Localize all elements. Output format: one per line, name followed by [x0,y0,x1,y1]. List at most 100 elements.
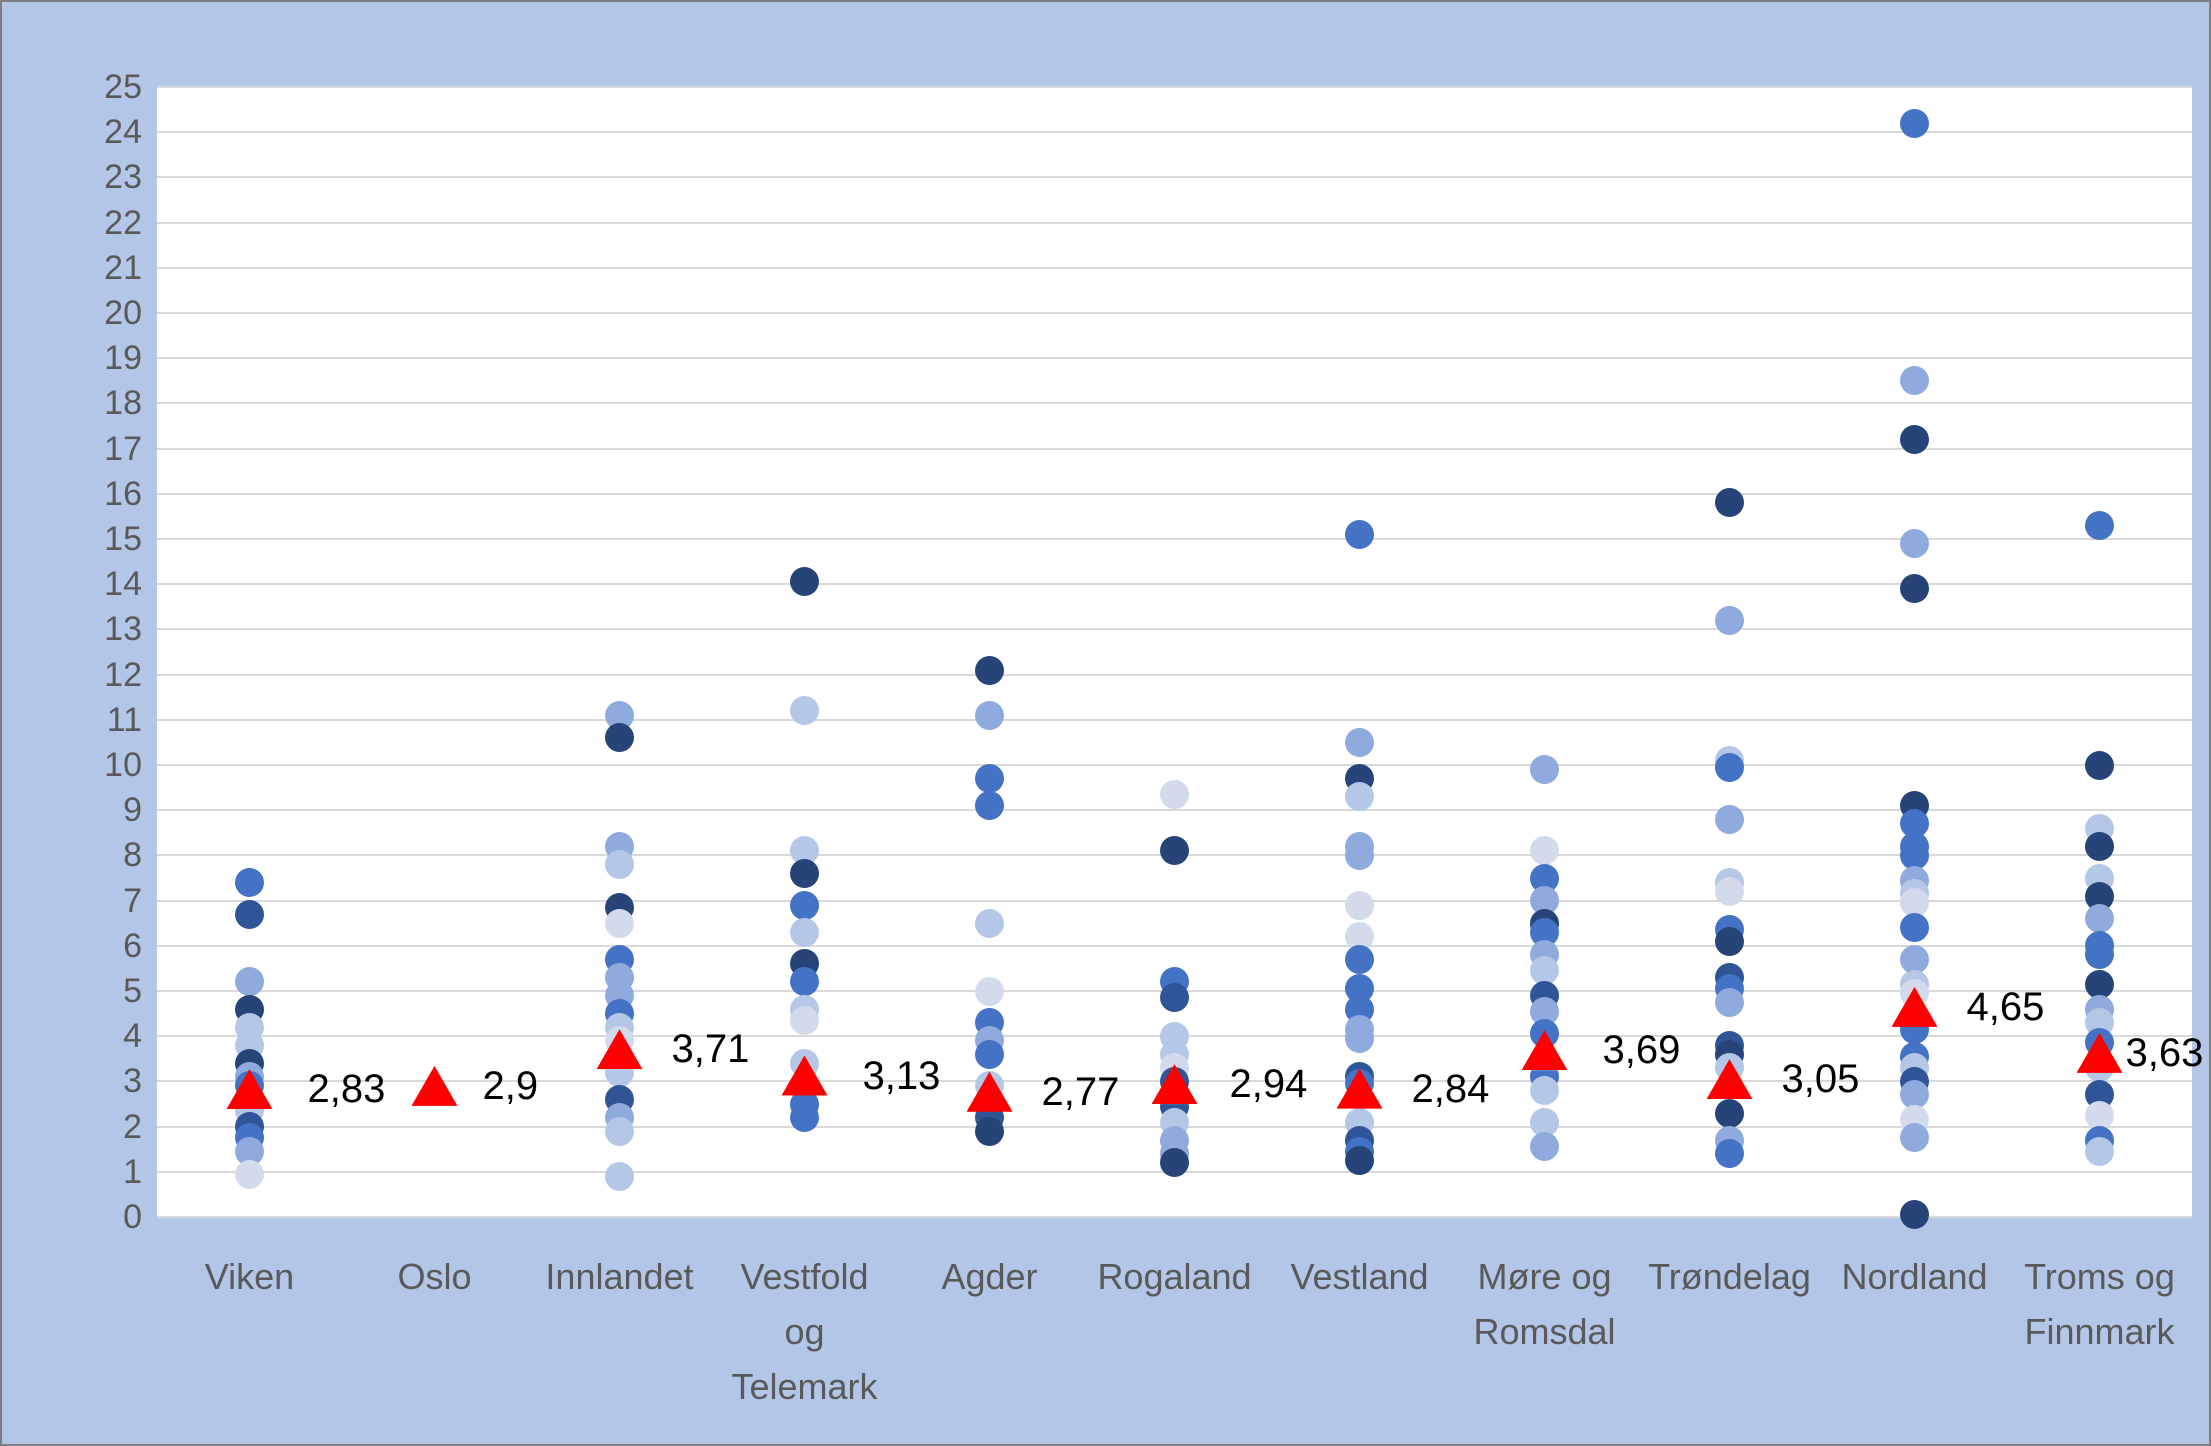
gridline-y7 [157,899,2192,902]
data-point [1345,840,1374,870]
data-point [2085,510,2114,540]
gridline-y25 [157,86,2192,88]
y-tick-label: 24 [104,113,142,152]
y-tick-label: 19 [104,339,142,378]
data-point [1900,425,1929,455]
data-point [605,908,634,938]
y-tick-label: 25 [104,68,142,106]
data-point [2085,940,2114,970]
mean-value-label: 2,77 [1041,1069,1120,1114]
y-tick-label: 4 [123,1017,142,1056]
data-point [1715,752,1744,782]
gridline-y12 [157,673,2192,676]
x-axis-label-line: Telemark [731,1366,878,1407]
y-tick-label: 11 [106,700,142,739]
data-point [1900,1123,1929,1153]
gridline-y15 [157,538,2192,540]
data-point [975,655,1004,685]
x-axis-label-tr-ndelag: Trøndelag [1637,1249,1822,1304]
gridline-y17 [157,447,2192,450]
gridline-y16 [157,492,2192,495]
data-point [1530,1132,1559,1162]
x-axis-label-line: Troms og [2024,1256,2175,1297]
data-point [1900,888,1929,918]
mean-value-label: 3,05 [1781,1057,1860,1102]
mean-value-label: 2,94 [1229,1062,1308,1107]
gridline-y6 [157,944,2192,947]
x-axis-label-line: Oslo [397,1256,472,1297]
data-point [975,908,1004,938]
data-point [1530,1075,1559,1105]
mean-value-label: 2,83 [307,1067,386,1112]
mean-marker-triangle [781,1055,828,1096]
gridline-y24 [157,131,2192,134]
data-point [975,764,1004,794]
x-axis-label-line: Nordland [1841,1256,1988,1297]
data-point [1530,836,1559,866]
y-tick-label: 6 [123,926,142,965]
data-point [1900,574,1929,604]
mean-marker-triangle [1706,1059,1753,1100]
x-axis-label-line: Finnmark [2024,1311,2175,1352]
mean-value-label: 2,9 [482,1063,539,1108]
x-axis-label-agder: Agder [897,1249,1082,1304]
y-tick-label: 10 [104,746,142,784]
x-axis-label-innlandet: Innlandet [527,1249,712,1304]
mean-marker-triangle [1336,1068,1383,1109]
data-point [975,1039,1004,1069]
x-axis-label-line: Innlandet [545,1256,694,1297]
data-point [1900,366,1929,396]
x-axis-label-line: Vestland [1290,1256,1429,1297]
data-point [1900,840,1929,870]
y-tick-label: 7 [123,881,142,920]
data-point [1900,1080,1929,1110]
y-tick-label: 18 [104,384,142,423]
mean-marker-triangle [1891,986,1938,1027]
data-point [1715,488,1744,518]
data-point [790,1005,819,1035]
x-axis-label-line: Agder [941,1256,1038,1297]
data-point [605,849,634,879]
mean-value-label: 4,65 [1966,984,2045,1029]
data-point [975,700,1004,730]
data-point [1160,1148,1189,1178]
data-point [1345,944,1374,974]
y-tick-label: 22 [104,203,142,242]
gridline-y21 [157,266,2192,269]
y-tick-label: 20 [104,294,142,332]
data-point [790,696,819,726]
data-point [605,1116,634,1146]
data-point [1715,605,1744,635]
data-point [235,967,264,997]
data-point [605,723,634,753]
data-point [2085,1100,2114,1130]
x-axis-label-line: Trøndelag [1648,1256,1811,1297]
data-point [790,858,819,888]
data-point [1345,890,1374,920]
data-point [1900,913,1929,943]
mean-value-label: 3,71 [671,1027,750,1072]
y-tick-label: 0 [123,1198,142,1236]
gridline-y13 [157,628,2192,631]
data-point [1160,779,1189,809]
mean-value-label: 3,63 [2125,1030,2204,1075]
mean-value-label: 3,69 [1602,1028,1681,1073]
y-tick-label: 17 [104,429,142,468]
data-point [1715,926,1744,956]
data-point [790,890,819,920]
data-point [1345,519,1374,549]
x-axis-label-line: Vestfold [740,1256,869,1297]
data-point [1715,987,1744,1017]
data-point [2085,750,2114,780]
mean-marker-triangle [226,1069,273,1110]
x-axis-label-m-re-og-romsdal: Møre og Romsdal [1452,1249,1637,1359]
mean-value-label: 2,84 [1411,1066,1490,1111]
gridline-y14 [157,583,2192,586]
x-axis-label-vestland: Vestland [1267,1249,1452,1304]
data-point [1530,956,1559,986]
x-axis-label-oslo: Oslo [342,1249,527,1304]
x-axis-label-line: Romsdal [1473,1311,1616,1352]
gridline-y22 [157,221,2192,224]
x-axis-label-viken: Viken [157,1249,342,1304]
data-point [790,1103,819,1133]
